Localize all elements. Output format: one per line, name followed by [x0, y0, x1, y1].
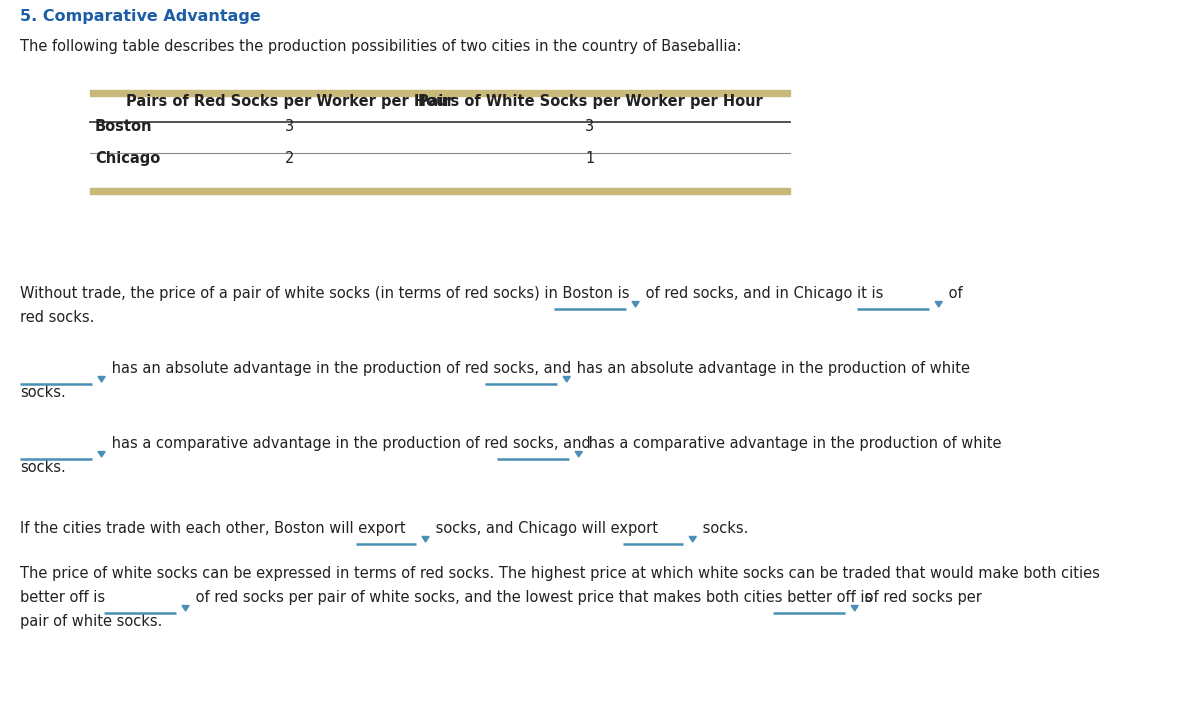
Text: The following table describes the production possibilities of two cities in the : The following table describes the produc…: [20, 39, 742, 54]
Text: 1: 1: [586, 151, 595, 166]
Text: better off is: better off is: [20, 590, 109, 605]
Text: If the cities trade with each other, Boston will export: If the cities trade with each other, Bos…: [20, 521, 410, 536]
Bar: [90, 188, 790, 194]
Text: Boston: Boston: [95, 119, 152, 134]
Text: socks, and Chicago will export: socks, and Chicago will export: [431, 521, 662, 536]
Text: red socks.: red socks.: [20, 310, 95, 325]
Polygon shape: [422, 536, 430, 542]
Polygon shape: [98, 376, 106, 382]
Text: socks.: socks.: [20, 460, 66, 475]
Text: of red socks per: of red socks per: [860, 590, 982, 605]
Text: has an absolute advantage in the production of white: has an absolute advantage in the product…: [572, 361, 971, 376]
Polygon shape: [935, 301, 942, 307]
Polygon shape: [575, 451, 582, 457]
Text: Chicago: Chicago: [95, 151, 161, 166]
Text: Without trade, the price of a pair of white socks (in terms of red socks) in Bos: Without trade, the price of a pair of wh…: [20, 286, 634, 301]
Polygon shape: [632, 301, 640, 307]
Text: has a comparative advantage in the production of red socks, and: has a comparative advantage in the produ…: [107, 436, 595, 451]
Text: 5. Comparative Advantage: 5. Comparative Advantage: [20, 9, 260, 24]
Text: socks.: socks.: [20, 385, 66, 400]
Text: 2: 2: [286, 151, 295, 166]
Text: 3: 3: [286, 119, 294, 134]
Text: The price of white socks can be expressed in terms of red socks. The highest pri: The price of white socks can be expresse…: [20, 566, 1100, 581]
Text: pair of white socks.: pair of white socks.: [20, 614, 162, 629]
Text: of red socks per pair of white socks, and the lowest price that makes both citie: of red socks per pair of white socks, an…: [191, 590, 877, 605]
Text: Pairs of White Socks per Worker per Hour: Pairs of White Socks per Worker per Hour: [418, 94, 762, 109]
Text: of: of: [944, 286, 962, 301]
Text: 3: 3: [586, 119, 594, 134]
Text: socks.: socks.: [698, 521, 749, 536]
Text: Pairs of Red Socks per Worker per Hour: Pairs of Red Socks per Worker per Hour: [126, 94, 454, 109]
Polygon shape: [563, 376, 570, 382]
Polygon shape: [182, 606, 190, 611]
Polygon shape: [98, 451, 106, 457]
Text: has a comparative advantage in the production of white: has a comparative advantage in the produ…: [584, 436, 1002, 451]
Polygon shape: [851, 606, 858, 611]
Text: of red socks, and in Chicago it is: of red socks, and in Chicago it is: [641, 286, 888, 301]
Bar: [90, 90, 790, 96]
Text: has an absolute advantage in the production of red socks, and: has an absolute advantage in the product…: [107, 361, 576, 376]
Polygon shape: [689, 536, 696, 542]
